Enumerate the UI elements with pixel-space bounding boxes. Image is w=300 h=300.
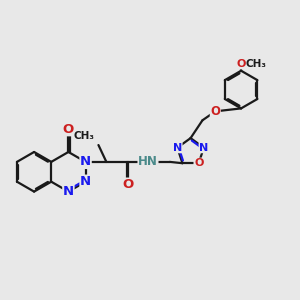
Text: N: N bbox=[80, 155, 91, 168]
Text: O: O bbox=[122, 178, 134, 191]
Text: O: O bbox=[236, 59, 246, 69]
Text: CH₃: CH₃ bbox=[74, 131, 94, 141]
Text: HN: HN bbox=[138, 155, 158, 168]
Text: N: N bbox=[199, 143, 208, 153]
Text: O: O bbox=[210, 105, 220, 118]
Text: O: O bbox=[194, 158, 203, 168]
Text: N: N bbox=[63, 185, 74, 198]
Text: N: N bbox=[80, 175, 91, 188]
Text: O: O bbox=[63, 123, 74, 136]
Text: CH₃: CH₃ bbox=[245, 59, 266, 69]
Text: N: N bbox=[173, 143, 182, 153]
